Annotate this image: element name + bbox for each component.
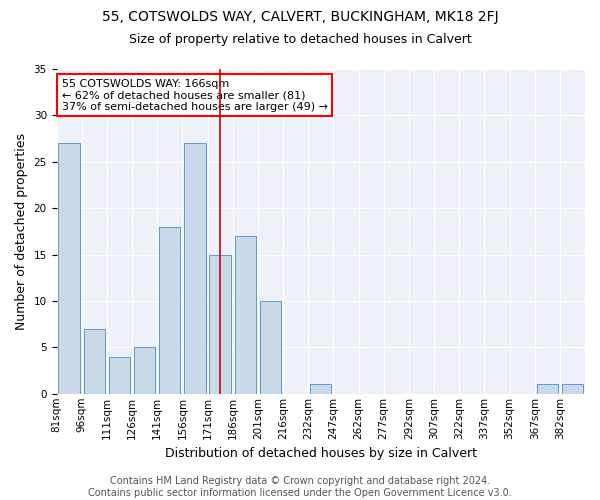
Bar bbox=[109, 356, 130, 394]
Y-axis label: Number of detached properties: Number of detached properties bbox=[15, 133, 28, 330]
Bar bbox=[562, 384, 583, 394]
Bar bbox=[260, 301, 281, 394]
Bar bbox=[83, 329, 105, 394]
Text: 55 COTSWOLDS WAY: 166sqm
← 62% of detached houses are smaller (81)
37% of semi-d: 55 COTSWOLDS WAY: 166sqm ← 62% of detach… bbox=[62, 78, 328, 112]
Bar bbox=[209, 254, 231, 394]
Bar bbox=[159, 226, 181, 394]
Bar bbox=[58, 143, 80, 394]
Bar bbox=[310, 384, 331, 394]
Text: 55, COTSWOLDS WAY, CALVERT, BUCKINGHAM, MK18 2FJ: 55, COTSWOLDS WAY, CALVERT, BUCKINGHAM, … bbox=[101, 10, 499, 24]
Text: Size of property relative to detached houses in Calvert: Size of property relative to detached ho… bbox=[128, 32, 472, 46]
Bar bbox=[235, 236, 256, 394]
Bar bbox=[184, 143, 206, 394]
Bar bbox=[536, 384, 558, 394]
Bar bbox=[134, 348, 155, 394]
X-axis label: Distribution of detached houses by size in Calvert: Distribution of detached houses by size … bbox=[165, 447, 477, 460]
Text: Contains HM Land Registry data © Crown copyright and database right 2024.
Contai: Contains HM Land Registry data © Crown c… bbox=[88, 476, 512, 498]
